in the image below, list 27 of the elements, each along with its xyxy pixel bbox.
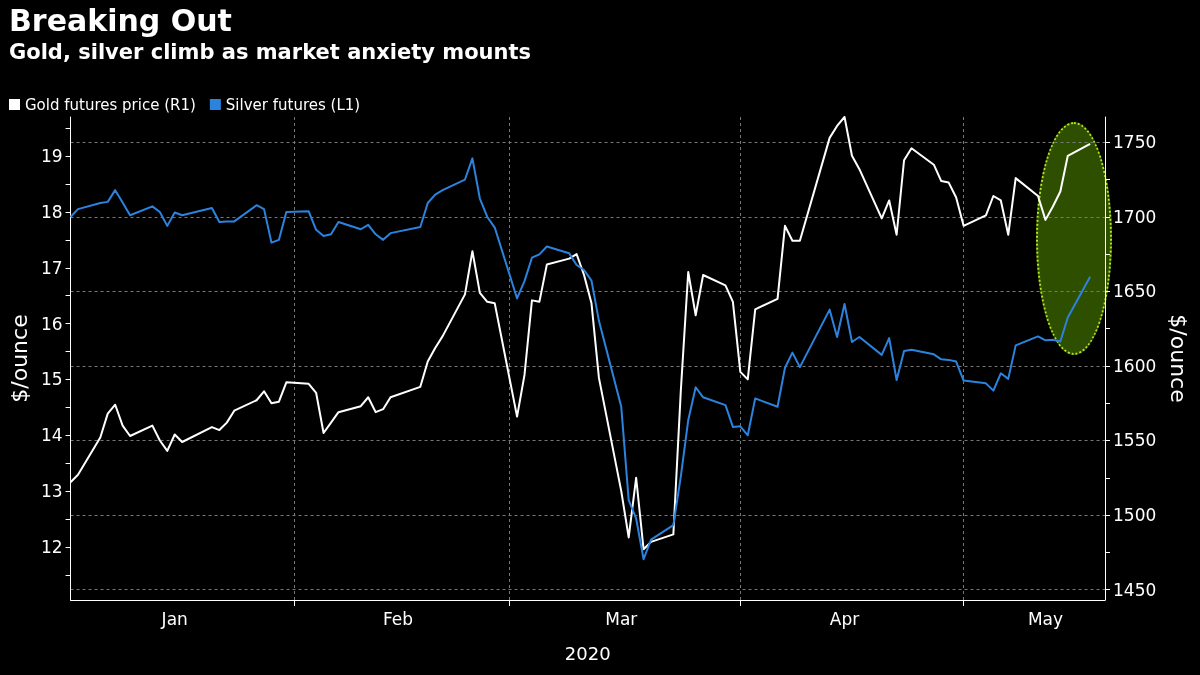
y-tick-label: 15 bbox=[40, 369, 63, 390]
y2-tick-label: 1600 bbox=[1113, 355, 1157, 376]
y-tick-label: 16 bbox=[40, 313, 63, 334]
legend-label: Gold futures price (R1) bbox=[25, 95, 196, 114]
y-tick-label: 13 bbox=[40, 481, 63, 502]
chart-title: Breaking Out bbox=[9, 2, 232, 38]
x-tick-label: May bbox=[1027, 608, 1064, 629]
y2-tick-label: 1700 bbox=[1113, 206, 1157, 227]
y-tick-label: 17 bbox=[40, 257, 63, 278]
x-tick-label: Feb bbox=[382, 608, 414, 629]
x-tick-label: Jan bbox=[160, 608, 188, 629]
y-tick-label: 18 bbox=[40, 201, 63, 222]
y-tick-label: 19 bbox=[40, 146, 63, 167]
legend-label: Silver futures (L1) bbox=[225, 95, 361, 114]
y-tick-label: 12 bbox=[40, 536, 63, 557]
y2-tick-label: 1550 bbox=[1113, 430, 1157, 451]
chart-subtitle: Gold, silver climb as market anxiety mounts bbox=[9, 39, 532, 64]
y-axis-title: $/ounce bbox=[6, 314, 32, 403]
x-axis-title: 2020 bbox=[564, 642, 611, 664]
y2-tick-label: 1650 bbox=[1113, 281, 1157, 302]
y-tick-label: 14 bbox=[40, 425, 63, 446]
y2-tick-label: 1500 bbox=[1113, 505, 1157, 526]
x-tick-label: Mar bbox=[605, 608, 638, 629]
y2-tick-label: 1750 bbox=[1113, 132, 1157, 153]
y2-axis-title: $/ounce bbox=[1165, 314, 1191, 403]
x-tick-label: Apr bbox=[829, 608, 860, 629]
y2-tick-label: 1450 bbox=[1113, 579, 1157, 600]
